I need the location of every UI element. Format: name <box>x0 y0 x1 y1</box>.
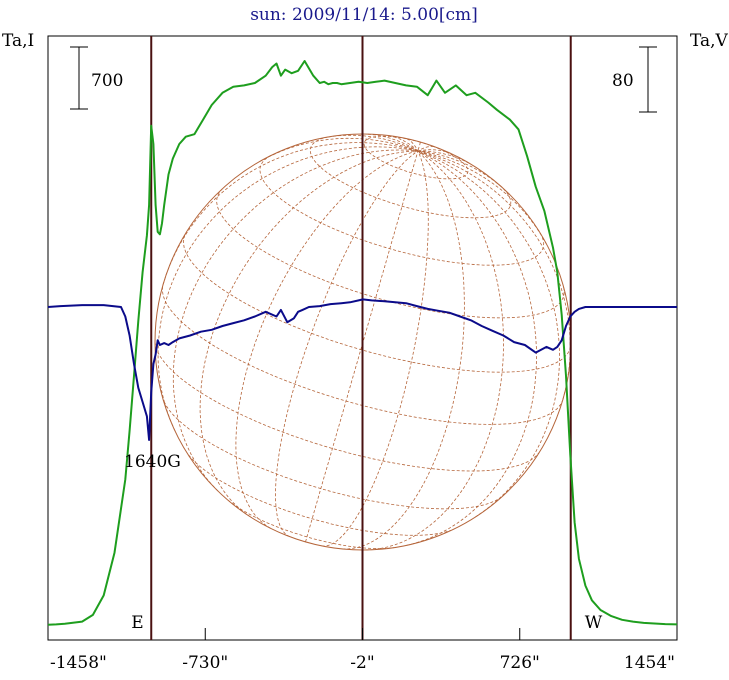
disk-latitude-line <box>309 136 512 219</box>
y-axis-label-right: Ta,V <box>690 31 729 51</box>
x-tick-label: -2" <box>350 653 374 673</box>
disk-latitude-line <box>216 188 565 319</box>
marker-label-e: E <box>131 613 143 633</box>
disk-longitude-line <box>305 150 419 542</box>
scale-value-left: 700 <box>91 71 123 91</box>
scale-bar-right <box>639 46 657 113</box>
x-tick-label: 726" <box>500 653 540 673</box>
x-axis-ticks: -1458" -730" -2" 726" 1454" <box>47 628 678 673</box>
intensity-series-line <box>47 60 678 626</box>
disk-longitude-line <box>417 150 571 400</box>
chart-title: sun: 2009/11/14: 5.00[cm] <box>250 5 478 25</box>
disk-latitude-line <box>188 454 451 536</box>
disk-longitude-line <box>342 150 465 550</box>
disk-longitude-line <box>235 150 418 529</box>
disk-latitude-line <box>154 342 540 472</box>
disk-longitude-line <box>388 135 419 152</box>
disk-latitude-line <box>227 499 394 550</box>
disk-longitude-line <box>417 145 434 152</box>
disk-longitude-line <box>365 150 504 551</box>
disk-longitude-line <box>417 150 502 188</box>
disk-longitude-line <box>406 138 419 152</box>
disk-longitude-line <box>275 150 419 538</box>
disk-longitude-line <box>328 134 419 152</box>
disk-latitude-line <box>183 234 572 373</box>
disk-longitude-line <box>417 150 470 164</box>
field-annotation: 1640G <box>124 452 181 472</box>
disk-latitude-line <box>259 155 545 266</box>
disk-longitude-line <box>417 150 547 245</box>
disk-longitude-line <box>321 150 429 547</box>
scale-value-right: 80 <box>612 71 634 91</box>
disk-longitude-line <box>199 150 418 518</box>
disk-longitude-line <box>417 142 421 152</box>
scale-bar-left <box>70 46 88 110</box>
disk-longitude-line <box>162 142 418 285</box>
disk-longitude-line <box>367 133 419 152</box>
marker-label-w: W <box>585 613 603 633</box>
disk-longitude-line <box>172 149 418 492</box>
disk-longitude-line <box>259 137 419 162</box>
disk-longitude-line <box>157 146 418 432</box>
disk-longitude-line <box>417 150 560 518</box>
y-axis-label-left: Ta,I <box>2 31 34 51</box>
x-tick-label: -730" <box>182 653 228 673</box>
disk-longitude-line <box>417 149 451 154</box>
polarization-series-line <box>47 298 677 441</box>
x-tick-label: -1458" <box>50 653 107 673</box>
solar-disk <box>154 133 572 551</box>
disk-longitude-line <box>406 150 537 546</box>
series-lines <box>47 60 678 626</box>
x-tick-label: 1454" <box>624 653 675 673</box>
